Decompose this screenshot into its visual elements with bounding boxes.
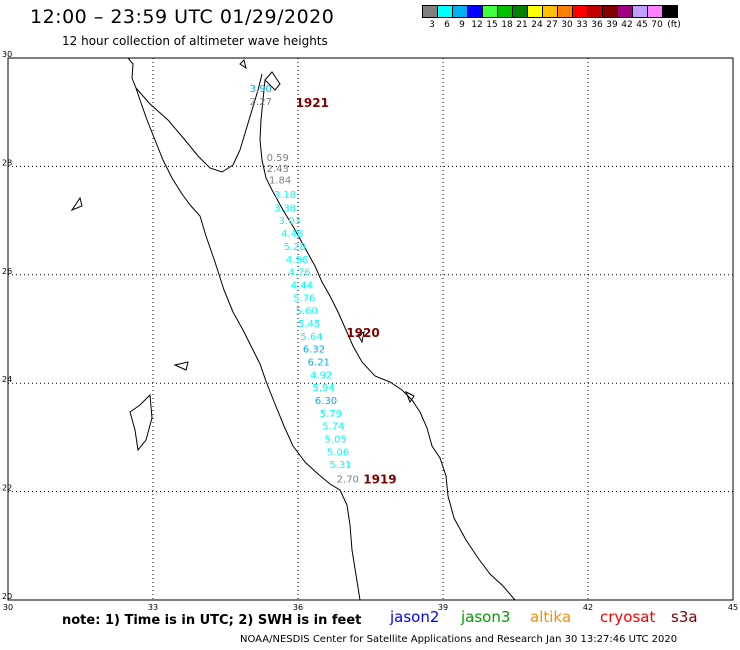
legend-label: 24 xyxy=(531,20,543,30)
satellite-label: s3a xyxy=(671,608,698,626)
lon-tick-label: 42 xyxy=(583,603,593,612)
legend-label: 42 xyxy=(621,20,633,30)
coastline-west xyxy=(127,57,361,601)
wave-height-reading: 5.28 xyxy=(284,242,306,253)
wave-height-reading: 0.59 xyxy=(267,153,289,164)
wave-height-reading: 4.96 xyxy=(286,255,308,266)
satellite-label: jason2 xyxy=(390,608,440,626)
legend-label: 30 xyxy=(561,20,573,30)
pass-label: 1919 xyxy=(363,472,396,486)
legend-label: 18 xyxy=(501,20,513,30)
map-frame xyxy=(7,57,734,601)
lon-tick-label: 36 xyxy=(293,603,303,612)
legend-label: 12 xyxy=(471,20,483,30)
gulf-of-aqaba-west xyxy=(232,73,263,166)
lat-tick-label: 26 xyxy=(2,267,12,276)
wave-height-reading: 6.32 xyxy=(303,344,325,355)
gulf-of-suez xyxy=(135,87,234,173)
wave-height-reading: 1.84 xyxy=(269,176,291,187)
pass-label: 1920 xyxy=(346,326,379,340)
wave-height-reading: 5.31 xyxy=(329,460,351,471)
lon-tick-label: 33 xyxy=(148,603,158,612)
lat-tick-label: 24 xyxy=(2,375,12,384)
wave-height-reading: 4.76 xyxy=(288,267,310,278)
legend-label: 45 xyxy=(636,20,648,30)
legend-label: 70 xyxy=(651,20,663,30)
wave-height-reading: 2.43 xyxy=(267,164,289,175)
coastline-east xyxy=(271,189,516,601)
legend-label: 39 xyxy=(606,20,618,30)
satellite-label: jason3 xyxy=(461,608,511,626)
wave-height-reading: 5.60 xyxy=(296,306,318,317)
footer-note: note: 1) Time is in UTC; 2) SWH is in fe… xyxy=(62,613,362,628)
legend-label: 27 xyxy=(546,20,558,30)
wave-height-reading: 3.03 xyxy=(279,216,301,227)
wave-height-reading: 3.90 xyxy=(250,84,272,95)
credit-line: NOAA/NESDIS Center for Satellite Applica… xyxy=(240,634,678,645)
legend-label: 9 xyxy=(459,20,465,30)
wave-height-reading: 5.45 xyxy=(298,319,320,330)
island xyxy=(264,71,281,91)
gulf-of-aqaba-east xyxy=(259,79,273,191)
wave-height-reading: 5.79 xyxy=(320,409,342,420)
island xyxy=(357,331,365,344)
pass-label: 1921 xyxy=(296,96,329,110)
wave-height-reading: 5.06 xyxy=(327,447,349,458)
lat-tick-label: 30 xyxy=(2,50,12,59)
legend-label: 21 xyxy=(516,20,528,30)
wave-height-reading: 5.94 xyxy=(313,383,335,394)
lat-tick-label: 28 xyxy=(2,158,12,167)
legend-swatches xyxy=(422,5,678,18)
chart-subtitle: 12 hour collection of altimeter wave hei… xyxy=(62,34,328,48)
legend-label: 3 xyxy=(429,20,435,30)
island xyxy=(239,59,247,70)
wave-height-reading: 4.48 xyxy=(281,229,303,240)
wave-height-reading: 4.44 xyxy=(291,280,313,291)
wave-height-reading: 5.05 xyxy=(325,434,347,445)
wave-height-reading: 2.27 xyxy=(250,97,272,108)
wave-height-reading: 6.30 xyxy=(315,396,337,407)
wave-height-reading: 6.21 xyxy=(308,357,330,368)
wave-height-reading: 3.38 xyxy=(274,203,296,214)
chart-title: 12:00 – 23:59 UTC 01/29/2020 xyxy=(30,6,335,28)
island xyxy=(405,390,415,404)
lat-tick-label: 20 xyxy=(2,592,12,601)
legend-labels: 3 6 9 12 15 18 21 24 27 30 33 36 39 42 45 70 (ft) xyxy=(422,18,681,32)
latitude-labels: 30 28 26 24 22 20 xyxy=(2,50,12,601)
island xyxy=(129,393,153,452)
pass-labels: 1921 1920 1919 xyxy=(296,96,397,487)
coastline xyxy=(70,57,516,601)
lon-tick-label: 39 xyxy=(438,603,448,612)
map-grid xyxy=(8,58,733,600)
legend-label: 15 xyxy=(486,20,498,30)
wave-height-reading: 2.70 xyxy=(337,474,359,485)
wave-height-reading: 5.74 xyxy=(322,421,344,432)
island xyxy=(173,361,189,371)
wave-height-reading: 5.64 xyxy=(300,332,322,343)
longitude-labels: 30 33 36 39 42 45 xyxy=(3,603,738,612)
island xyxy=(70,196,83,212)
lon-tick-label: 45 xyxy=(728,603,738,612)
wave-height-reading: 4.92 xyxy=(310,370,332,381)
satellite-label: cryosat xyxy=(600,608,656,626)
legend-label: 36 xyxy=(591,20,603,30)
wave-height-readings: 3.90 2.27 0.592.431.84 3.18 3.38 3.03 4.48 5.28… xyxy=(250,84,359,485)
legend-label: 6 xyxy=(444,20,450,30)
color-legend: 3 6 9 12 15 18 21 24 27 30 33 36 39 42 45 70 (ft) xyxy=(422,5,681,32)
lat-tick-label: 22 xyxy=(2,484,12,493)
legend-unit: (ft) xyxy=(667,20,681,30)
satellite-label: altika xyxy=(530,608,572,626)
wave-height-reading: 5.76 xyxy=(293,293,315,304)
lon-tick-label: 30 xyxy=(3,603,13,612)
legend-label: 33 xyxy=(576,20,588,30)
legend-swatch xyxy=(662,5,678,18)
wave-height-reading: 3.18 xyxy=(274,190,296,201)
